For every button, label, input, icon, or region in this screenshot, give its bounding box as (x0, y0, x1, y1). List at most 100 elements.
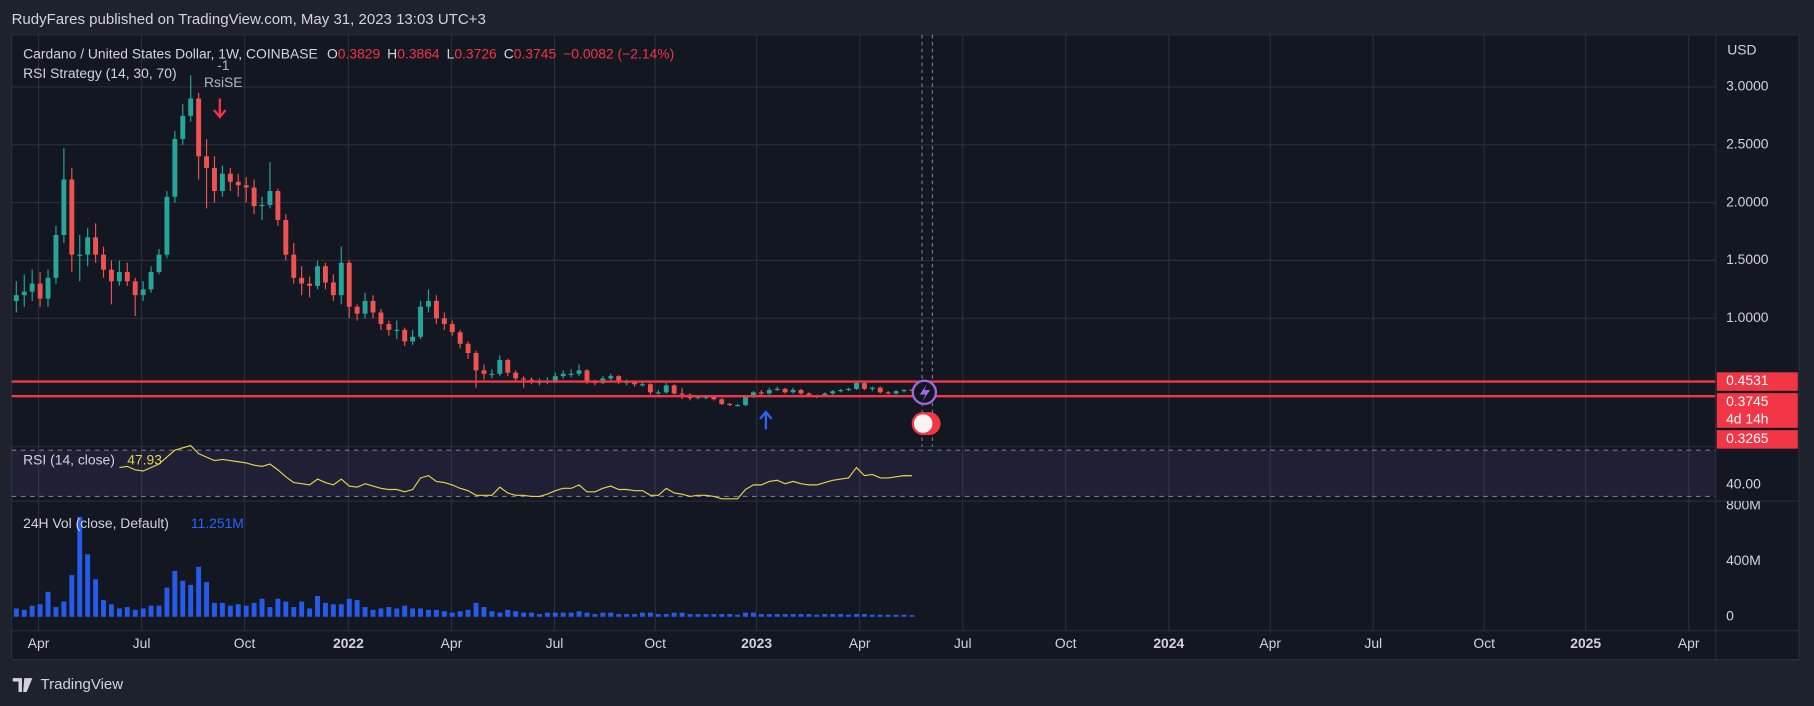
volume-bar (838, 613, 844, 617)
candle-body (227, 173, 233, 182)
price-label-box (1716, 430, 1798, 449)
ohlc-key: C (504, 45, 514, 61)
candle-body (513, 372, 519, 379)
volume-bar (727, 613, 733, 617)
volume-bar (584, 612, 590, 617)
volume-bar (624, 613, 630, 617)
candle-body (132, 281, 138, 296)
volume-bar (13, 608, 19, 617)
volume-bar (101, 600, 106, 617)
volume-bar (513, 611, 519, 617)
candle-body (766, 390, 772, 394)
publisher: RudyFares published on TradingView.com, … (12, 11, 486, 28)
x-tick-label: Apr (849, 635, 871, 651)
candle-body (108, 269, 114, 282)
volume-bar (37, 604, 43, 617)
volume-bar (505, 609, 511, 617)
volume-bar (418, 608, 424, 617)
volume-bar (711, 613, 717, 617)
volume-bar (798, 613, 804, 617)
candle-body (901, 390, 907, 392)
candle-body (77, 254, 83, 256)
candle-body (53, 234, 59, 278)
volume-bar (291, 607, 297, 617)
volume-bar (750, 612, 756, 617)
candle-body (299, 277, 305, 284)
volume-bar (529, 612, 534, 617)
volume-bar (576, 611, 582, 617)
ohlc-value: 0.3864 (397, 45, 440, 61)
volume-bar (854, 613, 859, 617)
volume-bar (77, 516, 83, 617)
rsi-band-fill (11, 450, 1716, 497)
volume-bar (869, 614, 875, 617)
volume-bar (386, 607, 392, 617)
volume-bar (806, 613, 812, 617)
volume-bar (259, 598, 265, 617)
volume-bar (449, 612, 455, 617)
candle-body (101, 254, 106, 270)
volume-bar (568, 612, 574, 617)
candle-body (861, 383, 867, 389)
volume-bar (53, 607, 59, 617)
x-tick-label: Oct (1473, 635, 1495, 651)
candle-body (806, 393, 812, 396)
annotation: -1 (217, 57, 230, 73)
candle-body (552, 376, 558, 381)
volume-bar (743, 612, 748, 617)
candle-body (172, 138, 178, 197)
candle-body (822, 393, 828, 396)
volume-bar (536, 613, 542, 617)
axis-unit: USD (1727, 42, 1756, 58)
volume-bar (180, 580, 186, 617)
volume-bar (124, 607, 130, 617)
candle-body (854, 383, 859, 389)
y-tick-label: 400M (1726, 552, 1761, 568)
candle-body (608, 376, 614, 379)
event-icon[interactable] (911, 412, 935, 436)
x-tick-label: Jul (954, 635, 972, 651)
countdown: 4d 14h (1726, 410, 1768, 426)
candle-body (743, 396, 748, 406)
volume-bar (307, 608, 313, 617)
annotation: RsiSE (204, 74, 243, 90)
candle-body (251, 187, 257, 207)
volume-bar (719, 613, 725, 617)
price-pane (11, 75, 1716, 407)
ohlc-value: 0.3829 (338, 45, 381, 61)
candle-body (45, 277, 51, 299)
candle-body (164, 196, 170, 255)
candle-body (61, 179, 67, 235)
volume-bar (497, 612, 503, 617)
candle-body (758, 392, 764, 394)
legend: Cardano / United States Dollar, 1W, COIN… (23, 45, 674, 61)
candle-body (711, 396, 717, 400)
volume-bar (275, 598, 281, 617)
volume-bar (330, 604, 336, 617)
volume-bar (164, 587, 170, 617)
volume-bar (243, 605, 249, 617)
x-tick-label: Apr (1259, 635, 1281, 651)
candle-body (148, 272, 154, 290)
volume-bar (814, 614, 820, 617)
candle-body (426, 300, 431, 307)
volume-bar (85, 554, 91, 617)
candle-body (204, 156, 210, 168)
candle-body (275, 191, 281, 220)
change: −0.0082 (−2.14%) (563, 45, 674, 61)
rsi-title: RSI (14, close) (23, 451, 115, 467)
y-tick-label: 1.0000 (1726, 309, 1769, 325)
candle-body (69, 179, 75, 255)
volume-bar (140, 608, 146, 617)
volume-bar (544, 612, 550, 617)
volume-bar (616, 613, 622, 617)
candle-body (362, 300, 368, 314)
volume-bar (338, 604, 344, 617)
strategy-title: RSI Strategy (14, 30, 70) (23, 65, 176, 81)
candle-body (378, 312, 384, 325)
volume-bar (354, 600, 360, 617)
candle-body (140, 289, 146, 296)
volume-bar (790, 613, 796, 617)
